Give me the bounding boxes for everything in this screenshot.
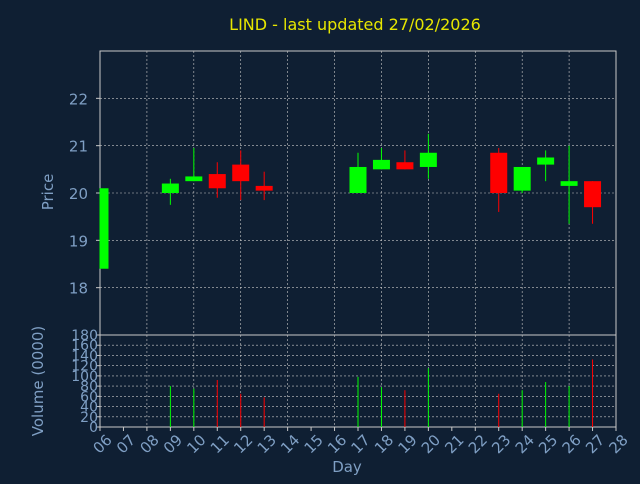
candle-body bbox=[513, 166, 531, 191]
x-tick-label: 09 bbox=[160, 431, 186, 457]
candle-body bbox=[490, 152, 508, 193]
candle-body bbox=[419, 152, 437, 167]
x-tick-label: 20 bbox=[418, 431, 444, 457]
x-tick-label: 16 bbox=[324, 431, 350, 457]
x-tick-label: 22 bbox=[465, 431, 491, 457]
x-tick-label: 12 bbox=[230, 431, 256, 457]
x-tick-label: 24 bbox=[512, 431, 538, 457]
x-tick-label: 19 bbox=[394, 431, 420, 457]
x-tick-label: 28 bbox=[606, 431, 632, 457]
x-tick-label: 13 bbox=[254, 431, 280, 457]
chart-title: LIND - last updated 27/02/2026 bbox=[229, 15, 481, 34]
price-tick-label: 21 bbox=[69, 138, 88, 156]
volume-tick-label: 120 bbox=[71, 359, 98, 375]
candle-body bbox=[100, 188, 109, 269]
volume-tick-label: 80 bbox=[80, 379, 98, 395]
x-tick-label: 15 bbox=[301, 431, 327, 457]
candle-body bbox=[185, 176, 203, 182]
x-tick-label: 17 bbox=[348, 431, 374, 457]
volume-tick-label: 40 bbox=[80, 400, 98, 416]
x-tick-label: 14 bbox=[277, 431, 303, 457]
candle-body bbox=[232, 164, 250, 182]
x-tick-label: 27 bbox=[582, 431, 608, 457]
price-tick-label: 18 bbox=[69, 280, 88, 298]
x-tick-label: 18 bbox=[371, 431, 397, 457]
volume-tick-label: 180 bbox=[71, 328, 98, 344]
candle-body bbox=[161, 183, 179, 193]
x-tick-label: 07 bbox=[113, 431, 139, 457]
x-tick-label: 08 bbox=[136, 431, 162, 457]
price-tick-label: 19 bbox=[69, 232, 88, 250]
candle-body bbox=[560, 181, 578, 186]
price-axis-label: Price bbox=[39, 174, 57, 211]
x-tick-label: 23 bbox=[488, 431, 514, 457]
candle-body bbox=[537, 157, 555, 165]
volume-tick-label: 140 bbox=[71, 348, 98, 364]
x-tick-label: 21 bbox=[441, 431, 467, 457]
candle-body bbox=[396, 162, 414, 170]
price-tick-label: 22 bbox=[69, 90, 88, 108]
candle-body bbox=[255, 185, 273, 191]
price-tick-label: 20 bbox=[69, 185, 88, 203]
x-axis-label: Day bbox=[332, 458, 362, 476]
volume-axis-label: Volume (0000) bbox=[29, 326, 47, 436]
volume-tick-label: 100 bbox=[71, 369, 98, 385]
x-tick-label: 25 bbox=[535, 431, 561, 457]
x-tick-label: 11 bbox=[207, 431, 233, 457]
volume-tick-label: 20 bbox=[80, 410, 98, 426]
volume-tick-label: 0 bbox=[89, 420, 98, 436]
candle-body bbox=[208, 174, 226, 189]
candle-body bbox=[372, 159, 390, 170]
volume-tick-label: 60 bbox=[80, 389, 98, 405]
x-tick-label: 10 bbox=[183, 431, 209, 457]
x-tick-label: 26 bbox=[559, 431, 585, 457]
candle-body bbox=[349, 166, 367, 193]
volume-tick-label: 160 bbox=[71, 338, 98, 354]
candle-body bbox=[584, 181, 602, 208]
